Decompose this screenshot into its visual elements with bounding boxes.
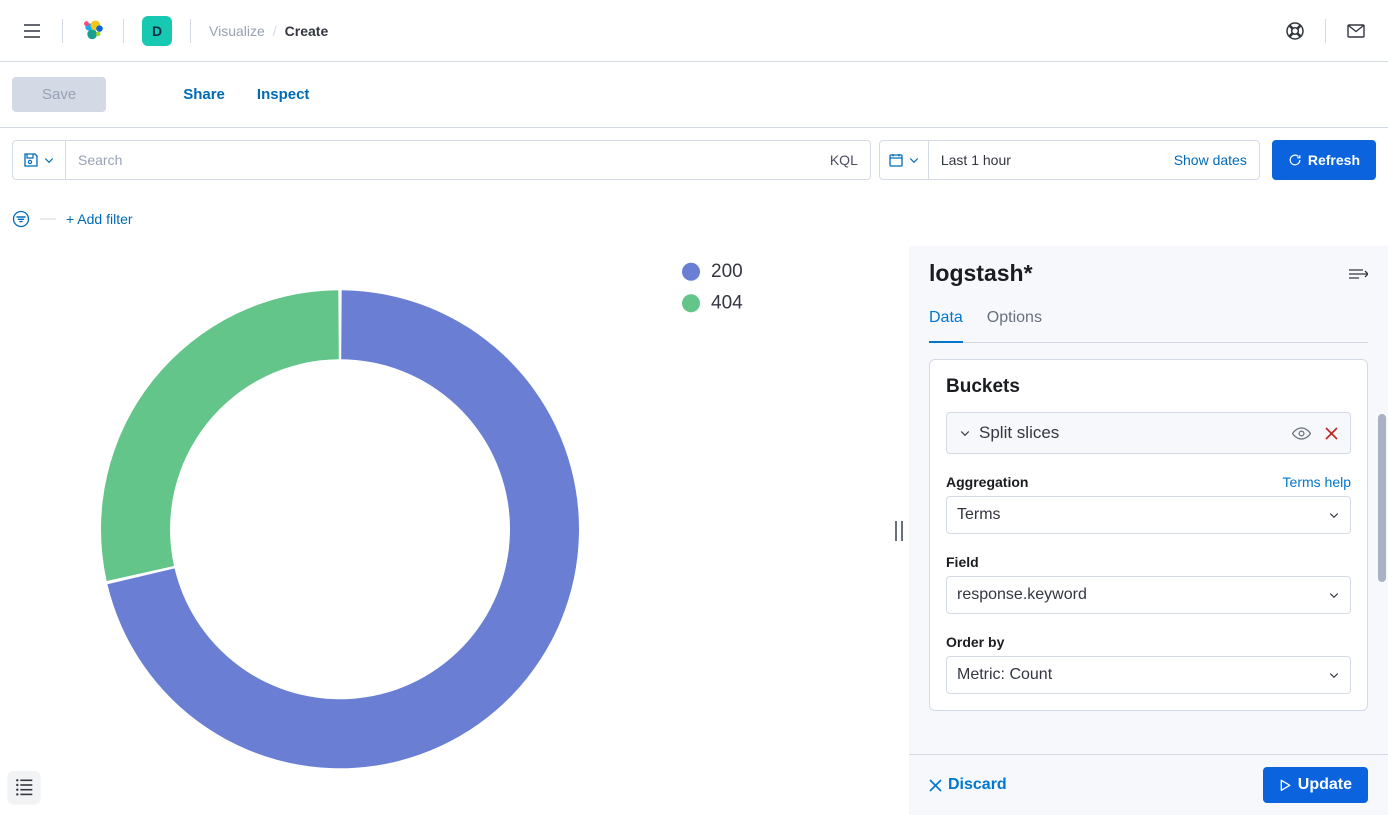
svg-text:404: 404 [711,293,743,314]
svg-text:200: 200 [711,261,743,282]
